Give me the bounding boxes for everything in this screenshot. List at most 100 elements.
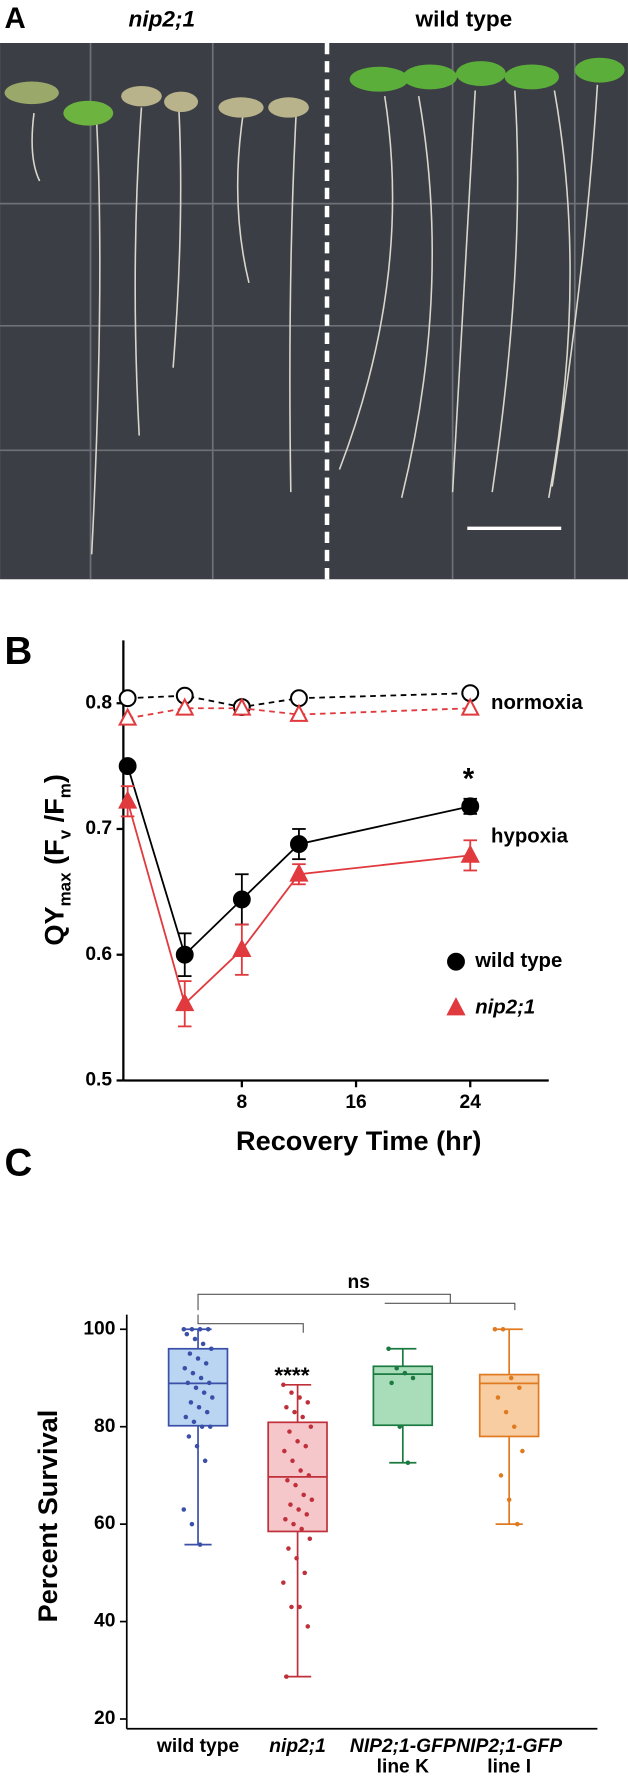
x-tick-label: line I (487, 1756, 531, 1774)
annotation: normoxia (491, 692, 583, 714)
photo-background (0, 42, 628, 580)
data-point (495, 1395, 501, 1400)
data-point (307, 1536, 313, 1542)
data-point (118, 790, 138, 809)
data-point (232, 938, 252, 958)
data-point (498, 1473, 504, 1478)
data-point (508, 1375, 514, 1381)
data-point (210, 1395, 215, 1400)
data-point (402, 1370, 408, 1376)
data-point (175, 945, 194, 964)
data-point (289, 1604, 294, 1610)
data-point (118, 707, 138, 726)
data-point (506, 1497, 512, 1503)
data-point (305, 1624, 311, 1629)
data-point (232, 697, 252, 716)
y-axis-title-part: QY (39, 906, 70, 945)
panel-label: B (5, 630, 33, 673)
data-point (287, 1429, 292, 1434)
bracket (197, 1293, 451, 1311)
data-point (206, 1380, 212, 1386)
data-point (281, 1382, 286, 1388)
y-axis-title-part: (F (39, 839, 70, 872)
data-point (189, 1521, 195, 1527)
data-point (209, 1346, 214, 1352)
photo-label: nip2;1 (129, 6, 196, 31)
data-point (283, 1517, 288, 1522)
data-point (183, 1414, 189, 1420)
data-point (503, 1409, 509, 1415)
data-point (288, 1502, 293, 1507)
annotation: **** (274, 1363, 309, 1388)
data-point (305, 1400, 311, 1405)
data-point (386, 1346, 391, 1352)
data-point (184, 1331, 190, 1337)
panel-label: C (5, 1141, 33, 1184)
annotation: ns (347, 1272, 369, 1293)
data-point (309, 1497, 315, 1503)
y-tick-label: 100 (83, 1318, 115, 1339)
data-point (198, 1375, 204, 1381)
data-point (290, 835, 308, 854)
y-axis-title-part: max (56, 872, 75, 907)
data-point (285, 1478, 290, 1483)
data-point (492, 1327, 498, 1332)
legend-label: nip2;1 (475, 996, 535, 1018)
data-point (295, 1439, 300, 1444)
data-point (296, 1507, 301, 1512)
data-point (205, 1327, 211, 1332)
data-point (520, 1448, 525, 1454)
data-point (193, 1385, 199, 1390)
data-point (175, 992, 195, 1012)
data-point (186, 1434, 192, 1439)
y-tick-label: 0.5 (85, 1070, 112, 1091)
x-tick-label: 24 (460, 1092, 482, 1113)
panel-label: A (5, 2, 26, 35)
data-point (281, 1580, 286, 1585)
annotation: hypoxia (491, 826, 569, 848)
y-axis-title-part: m (56, 783, 75, 798)
data-point (289, 1390, 294, 1395)
data-point (197, 1327, 203, 1332)
data-point (196, 1404, 202, 1410)
data-point (185, 1380, 191, 1386)
data-point (202, 1458, 208, 1464)
data-point (118, 757, 137, 776)
bracket (197, 1314, 304, 1333)
data-point (293, 1482, 298, 1488)
y-tick-label: 80 (94, 1416, 115, 1437)
data-point (192, 1336, 198, 1342)
data-point (204, 1409, 210, 1415)
y-axis-title: Percent Survival (32, 1410, 63, 1623)
y-tick-label: 0.6 (85, 944, 112, 965)
data-point (460, 697, 480, 716)
x-tick-label: 8 (236, 1092, 247, 1113)
data-point (195, 1356, 201, 1361)
data-point (191, 1419, 197, 1425)
data-point (303, 1443, 309, 1449)
data-point (461, 797, 480, 816)
x-tick-label: line K (377, 1756, 429, 1774)
data-point (299, 1526, 304, 1532)
data-point (201, 1390, 207, 1395)
data-point (289, 703, 309, 722)
data-point (182, 1365, 188, 1371)
y-axis-title: QYmax (Fv /Fm) (39, 774, 75, 946)
data-point (189, 1327, 195, 1332)
data-point (302, 1570, 307, 1576)
data-point (203, 1361, 209, 1366)
data-point (410, 1375, 416, 1381)
data-point (188, 1400, 194, 1405)
x-tick-label: 16 (345, 1092, 366, 1113)
bracket (384, 1302, 516, 1311)
data-point (405, 1460, 411, 1466)
y-axis-title-part: ) (39, 774, 70, 783)
data-point (194, 1443, 200, 1449)
x-tick-label: NIP2;1-GFP (456, 1736, 562, 1757)
data-point (286, 1546, 291, 1551)
data-point (394, 1365, 399, 1371)
legend-label: wild type (474, 950, 562, 972)
x-tick-label: nip2;1 (269, 1736, 326, 1757)
y-tick-label: 20 (94, 1708, 115, 1729)
